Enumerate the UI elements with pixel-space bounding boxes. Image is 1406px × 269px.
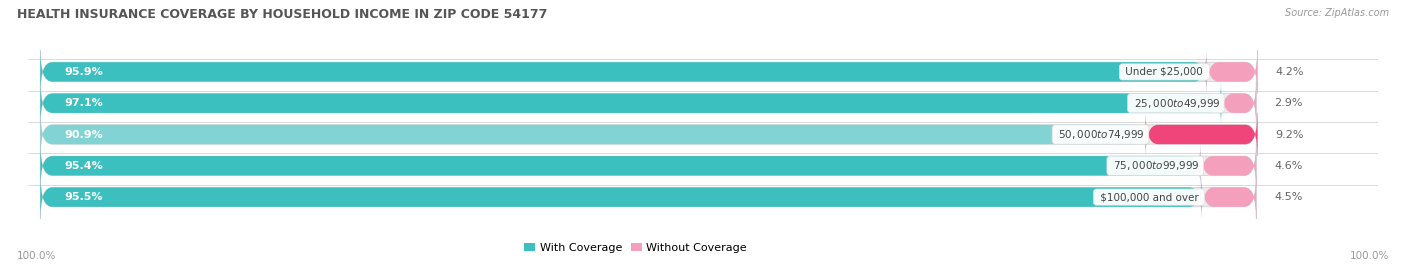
Text: 95.5%: 95.5%: [65, 192, 103, 202]
FancyBboxPatch shape: [41, 50, 1206, 94]
Text: Source: ZipAtlas.com: Source: ZipAtlas.com: [1285, 8, 1389, 18]
Text: 95.4%: 95.4%: [65, 161, 104, 171]
Legend: With Coverage, Without Coverage: With Coverage, Without Coverage: [524, 243, 747, 253]
Text: $75,000 to $99,999: $75,000 to $99,999: [1109, 159, 1201, 172]
FancyBboxPatch shape: [41, 144, 1201, 187]
FancyBboxPatch shape: [41, 144, 1257, 187]
FancyBboxPatch shape: [1206, 50, 1257, 94]
FancyBboxPatch shape: [41, 82, 1257, 125]
FancyBboxPatch shape: [1220, 82, 1257, 125]
Text: $25,000 to $49,999: $25,000 to $49,999: [1130, 97, 1220, 110]
Text: Under $25,000: Under $25,000: [1122, 67, 1206, 77]
FancyBboxPatch shape: [41, 175, 1257, 219]
Text: 4.5%: 4.5%: [1274, 192, 1303, 202]
FancyBboxPatch shape: [41, 82, 1220, 125]
Text: HEALTH INSURANCE COVERAGE BY HOUSEHOLD INCOME IN ZIP CODE 54177: HEALTH INSURANCE COVERAGE BY HOUSEHOLD I…: [17, 8, 547, 21]
Text: 90.9%: 90.9%: [65, 129, 104, 140]
Text: 97.1%: 97.1%: [65, 98, 104, 108]
FancyBboxPatch shape: [41, 175, 1202, 219]
FancyBboxPatch shape: [1201, 144, 1257, 187]
FancyBboxPatch shape: [1146, 113, 1257, 156]
Text: 100.0%: 100.0%: [17, 251, 56, 261]
Text: 4.6%: 4.6%: [1274, 161, 1303, 171]
Text: $100,000 and over: $100,000 and over: [1097, 192, 1202, 202]
FancyBboxPatch shape: [41, 113, 1257, 156]
Text: $50,000 to $74,999: $50,000 to $74,999: [1056, 128, 1146, 141]
Text: 100.0%: 100.0%: [1350, 251, 1389, 261]
Text: 4.2%: 4.2%: [1275, 67, 1305, 77]
Text: 95.9%: 95.9%: [65, 67, 104, 77]
Text: 2.9%: 2.9%: [1274, 98, 1303, 108]
FancyBboxPatch shape: [41, 50, 1257, 94]
Text: 9.2%: 9.2%: [1275, 129, 1305, 140]
FancyBboxPatch shape: [1202, 175, 1257, 219]
FancyBboxPatch shape: [41, 113, 1146, 156]
